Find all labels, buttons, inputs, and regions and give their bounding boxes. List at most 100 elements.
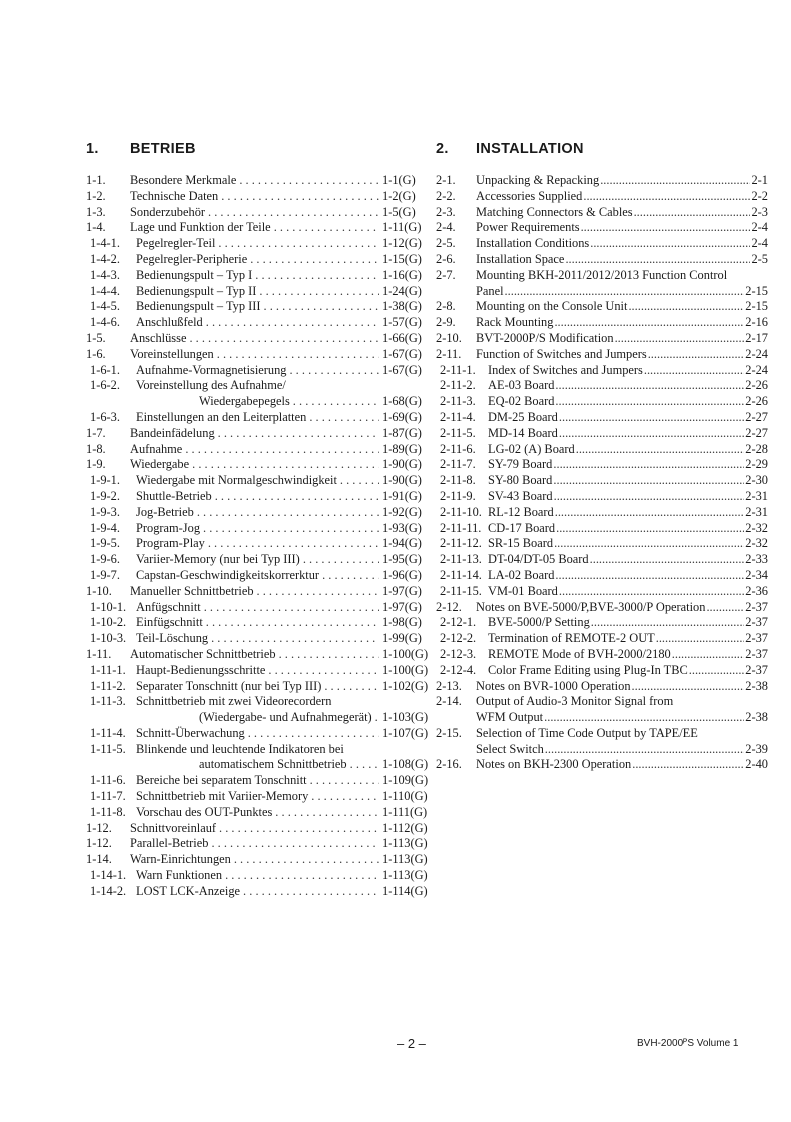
entry-number: 1-10.: [86, 583, 112, 598]
entry-page: 2-15: [745, 299, 768, 314]
toc-entry-line: 2-4. Power Requirements 2-4: [436, 220, 768, 236]
entry-title: Bandeinfädelung: [130, 425, 215, 440]
entry-number: 2-11-11.: [440, 520, 482, 535]
toc-entry: 2-11-15. VM-01 Board 2-36: [436, 584, 768, 600]
entry-title: Capstan-Geschwindigkeitskorrerktur: [136, 567, 320, 582]
entry-number: 2-14.: [436, 694, 462, 709]
entry-page: 1-1(G): [382, 173, 416, 187]
entry-number: 1-4-5.: [90, 299, 120, 314]
toc-entry-line: 2-11-10. RL-12 Board 2-31: [436, 505, 768, 521]
toc-entry-line: 1-9-6. Variier-Memory (nur bei Typ III) 1-…: [86, 552, 434, 568]
toc-entry-line: 1-6. Voreinstellungen 1-67(G): [86, 347, 434, 363]
dot-leader: [656, 631, 745, 647]
entry-number: 1-14-2.: [90, 883, 127, 898]
toc-entry-line: 1-14-2. LOST LCK-Anzeige 1-114(G): [86, 884, 434, 900]
entry-number: 1-12.: [86, 836, 112, 851]
entry-title: Separater Tonschnitt (nur bei Typ III): [136, 678, 322, 693]
dot-leader: [311, 789, 379, 805]
toc-entry: 2-8. Mounting on the Console Unit 2-15: [436, 299, 768, 315]
entry-number: 1-9.: [86, 457, 106, 472]
entry-number: 2-11-7.: [440, 457, 476, 472]
entry-page: 2-26: [745, 378, 768, 393]
entry-page: 2-31: [745, 504, 768, 519]
dot-leader: [293, 394, 379, 410]
entry-title: Notes on BVE-5000/P,BVE-3000/P Operation: [476, 599, 706, 614]
entry-title: LG-02 (A) Board: [488, 441, 575, 456]
dot-leader: [218, 426, 379, 442]
toc-entry: 1-14. Warn-Einrichtungen 1-113(G): [86, 852, 434, 868]
entry-page: 1-57(G): [382, 315, 422, 330]
page-number: – 2 –: [397, 1036, 426, 1051]
dot-leader: [591, 615, 745, 631]
dot-leader: [324, 679, 379, 695]
entry-title: Warn Funktionen: [136, 868, 223, 883]
toc-entry-line: 1-4-6. Anschlußfeld 1-57(G): [86, 315, 434, 331]
toc-entry: 1-11-3. Schnittbetrieb mit zwei Videoreco…: [86, 694, 434, 726]
entry-page: 1-90(G): [382, 457, 422, 472]
dot-leader: [340, 473, 379, 489]
dot-leader: [215, 489, 379, 505]
toc-entry: 1-9-7. Capstan-Geschwindigkeitskorrerktur…: [86, 568, 434, 584]
entry-page: 2-39: [745, 741, 768, 756]
entry-number: 1-6.: [86, 346, 106, 361]
entry-number: 1-6-3.: [90, 409, 120, 424]
toc-entry-line: 2-11-8. SY-80 Board 2-30: [436, 473, 768, 489]
toc-entry: 2-11-5. MD-14 Board 2-27: [436, 426, 768, 442]
section-number: 1.: [86, 141, 99, 157]
entry-number: 2-7.: [436, 267, 456, 282]
entry-page: 1-69(G): [382, 409, 422, 424]
entry-number: 1-4-1.: [90, 236, 120, 251]
entry-title: BVE-5000/P Setting: [488, 615, 590, 630]
entry-page: 2-26: [745, 394, 768, 409]
toc-entry-line: 2-1. Unpacking & Repacking 2-1: [436, 173, 768, 189]
entry-title: Voreinstellungen: [130, 346, 214, 361]
entry-page: 2-37: [745, 599, 768, 614]
dot-leader: [211, 631, 379, 647]
entry-page: 1-114(G): [382, 883, 428, 898]
entry-page: 1-100(G): [382, 662, 429, 677]
entry-number: 1-11-6.: [90, 773, 126, 788]
entry-number: 1-4-3.: [90, 267, 120, 282]
toc-entry-line: 2-11-2. AE-03 Board 2-26: [436, 378, 768, 394]
toc-entry: 2-11-3. EQ-02 Board 2-26: [436, 394, 768, 410]
entry-page: 1-15(G): [382, 251, 422, 266]
entry-title: BVT-2000P/S Modification: [476, 330, 614, 345]
entry-number: 2-9.: [436, 315, 456, 330]
entry-number: 2-1.: [436, 173, 456, 187]
entry-title: Besondere Merkmale: [130, 173, 237, 187]
dot-leader: [553, 473, 744, 489]
dot-leader: [632, 679, 745, 695]
toc-entry-line: 2-11-15. VM-01 Board 2-36: [436, 584, 768, 600]
section-title: INSTALLATION: [476, 141, 584, 157]
entry-title: Matching Connectors & Cables: [476, 204, 633, 219]
entry-title: MD-14 Board: [488, 425, 558, 440]
toc-entry: 1-9-6. Variier-Memory (nur bei Typ III) 1-…: [86, 552, 434, 568]
entry-title: DM-25 Board: [488, 409, 558, 424]
entry-title: Bedienungspult – Typ II: [136, 283, 257, 298]
toc-entry: 2-12-4. Color Frame Editing using Plug-In…: [436, 663, 768, 679]
entry-page: 1-94(G): [382, 536, 422, 551]
entry-title: CD-17 Board: [488, 520, 556, 535]
toc-entry: 1-14-1. Warn Funktionen 1-113(G): [86, 868, 434, 884]
dot-leader: [628, 299, 744, 315]
toc-entry: 1-1. Besondere Merkmale 1-1(G): [86, 173, 434, 189]
entry-page: 2-16: [745, 315, 768, 330]
entry-number: 2-11-4.: [440, 409, 476, 424]
toc-entry: 1-9-4. Program-Jog 1-93(G): [86, 521, 434, 537]
toc-entry: 1-10-1. Anfügschnitt 1-97(G): [86, 600, 434, 616]
toc-entry: 1-12. Schnittvoreinlauf 1-112(G): [86, 821, 434, 837]
toc-entry: 2-10. BVT-2000P/S Modification 2-17: [436, 331, 768, 347]
dot-leader: [544, 710, 744, 726]
dot-leader: [565, 252, 750, 268]
entry-title: Installation Space: [476, 251, 565, 266]
dot-leader: [553, 457, 744, 473]
entry-number: 1-9-7.: [90, 567, 120, 582]
entry-number: 2-15.: [436, 725, 462, 740]
toc-entry-line: 1-4-1. Pegelregler-Teil 1-12(G): [86, 236, 434, 252]
toc-entry: 1-4-6. Anschlußfeld 1-57(G): [86, 315, 434, 331]
entry-page: 2-5: [751, 251, 768, 266]
toc-entry-line: 2-11-13. DT-04/DT-05 Board 2-33: [436, 552, 768, 568]
dot-leader: [264, 299, 379, 315]
toc-entry: 2-5. Installation Conditions 2-4: [436, 236, 768, 252]
entry-title: Mounting BKH-2011/2012/2013 Function Con…: [476, 267, 728, 282]
